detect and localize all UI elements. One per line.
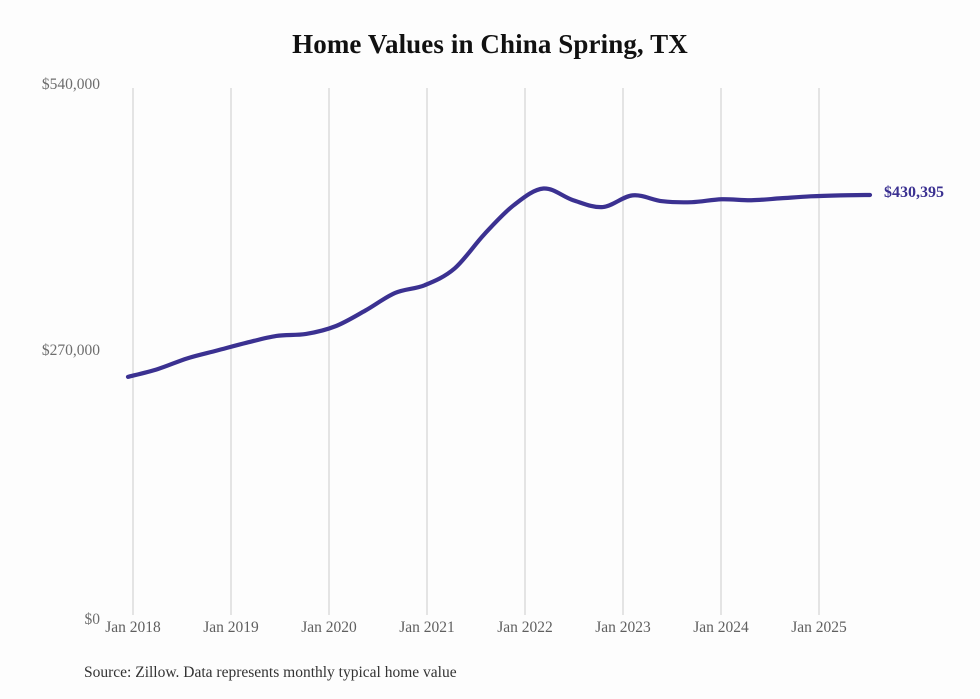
y-tick-label-270000: $270,000 xyxy=(41,342,100,359)
x-tick-label-jan-2023: Jan 2023 xyxy=(595,619,651,636)
x-tick-label-jan-2018: Jan 2018 xyxy=(105,619,161,636)
vertical-gridlines xyxy=(132,88,820,615)
x-tick-label-jan-2020: Jan 2020 xyxy=(301,619,357,636)
home-value-line-series xyxy=(125,186,873,379)
x-tick-label-jan-2019: Jan 2019 xyxy=(203,619,259,636)
x-tick-label-jan-2021: Jan 2021 xyxy=(399,619,455,636)
x-tick-label-jan-2025: Jan 2025 xyxy=(791,619,847,636)
chart-title: Home Values in China Spring, TX xyxy=(292,29,688,59)
y-tick-label-540000: $540,000 xyxy=(41,76,100,93)
x-tick-label-jan-2022: Jan 2022 xyxy=(497,619,553,636)
endpoint-value-label: $430,395 xyxy=(884,183,944,201)
source-note: Source: Zillow. Data represents monthly … xyxy=(84,664,457,681)
y-axis: $540,000 $270,000 $0 xyxy=(0,0,100,699)
x-tick-label-jan-2024: Jan 2024 xyxy=(693,619,749,636)
y-tick-label-0: $0 xyxy=(84,611,101,628)
